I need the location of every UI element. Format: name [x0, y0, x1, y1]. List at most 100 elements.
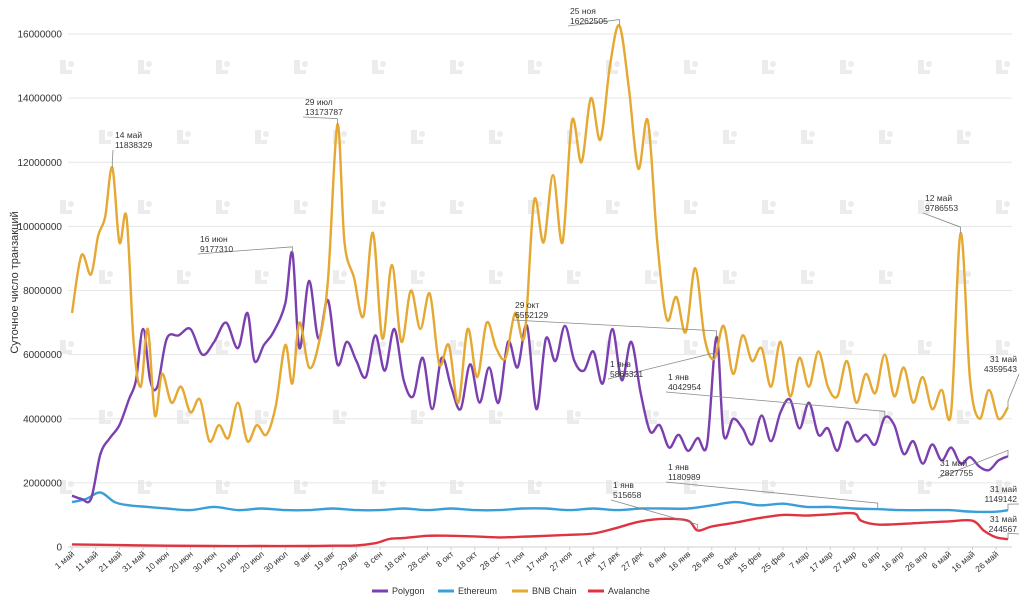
x-tick-label: 28 окт	[478, 549, 503, 572]
annotation-date: 31 май	[990, 484, 1017, 494]
x-tick-label: 8 окт	[434, 549, 455, 569]
annotation-date: 1 янв	[668, 462, 689, 472]
annotation-date: 25 ноя	[570, 6, 596, 16]
watermark-icon	[216, 60, 230, 74]
watermark-icon	[762, 200, 776, 214]
x-tick-label: 31 май	[120, 549, 147, 574]
y-tick-label: 8000000	[23, 286, 62, 297]
watermark-icon	[606, 200, 620, 214]
watermark-icon	[528, 480, 542, 494]
watermark-icon	[918, 480, 932, 494]
watermark-icon	[294, 200, 308, 214]
watermark-icon	[333, 410, 347, 424]
x-tick-label: 26 апр	[903, 549, 929, 573]
watermark-icon	[801, 130, 815, 144]
watermark-icon	[567, 270, 581, 284]
watermark-icon	[450, 60, 464, 74]
watermark-icon	[840, 340, 854, 354]
watermark-icon	[411, 410, 425, 424]
watermark-icon	[918, 340, 932, 354]
watermark-icon	[762, 60, 776, 74]
annotation-value: 4359543	[984, 364, 1017, 374]
watermark-icon	[684, 480, 698, 494]
legend-label: Avalanche	[608, 586, 650, 596]
watermark-icon	[840, 60, 854, 74]
x-tick-label: 27 мар	[831, 549, 858, 574]
watermark-icon	[957, 130, 971, 144]
series-line-ethereum	[71, 491, 1009, 514]
y-axis-label: Суточное число транзакций	[9, 211, 21, 353]
watermark-icon	[489, 410, 503, 424]
watermark-icon	[138, 60, 152, 74]
watermark-icon	[216, 480, 230, 494]
x-tick-label: 10 июл	[214, 549, 242, 574]
annotation-date: 31 май	[940, 458, 967, 468]
watermark-icon	[723, 410, 737, 424]
annotation-leader	[302, 116, 338, 125]
legend: Polygon Ethereum BNB Chain Avalanche	[372, 586, 650, 596]
annotation-leader	[512, 319, 717, 337]
grid-lines	[68, 33, 1012, 548]
y-tick-label: 14000000	[18, 94, 63, 105]
x-tick-label: 7 дек	[575, 549, 597, 570]
watermark-icon	[645, 130, 659, 144]
watermark-icon	[216, 200, 230, 214]
annotation-value: 244567	[989, 524, 1018, 534]
annotation-date: 1 янв	[613, 480, 634, 490]
watermark-icon	[450, 340, 464, 354]
watermark-icon	[99, 410, 113, 424]
annotation-date: 14 май	[115, 130, 142, 140]
watermark-icon	[918, 60, 932, 74]
watermark-icon	[957, 410, 971, 424]
watermark-icon	[840, 480, 854, 494]
x-tick-label: 25 фев	[759, 549, 787, 575]
watermark-icon	[411, 130, 425, 144]
watermark-icon	[60, 60, 74, 74]
annotation-value: 9177310	[200, 244, 233, 254]
annotation-value: 2827755	[940, 468, 973, 478]
legend-item: Avalanche	[588, 586, 650, 596]
y-tick-label: 2000000	[23, 478, 62, 489]
watermark-icon	[60, 340, 74, 354]
annotation-date: 29 окт	[515, 300, 539, 310]
annotation-leader	[567, 19, 620, 27]
legend-item: Polygon	[372, 586, 425, 596]
annotation-date: 1 янв	[668, 372, 689, 382]
annotation-leader	[665, 391, 886, 418]
annotation-leader	[197, 246, 293, 255]
watermark-icon	[879, 270, 893, 284]
y-tick-label: 6000000	[23, 350, 62, 361]
annotation-leader	[111, 149, 114, 168]
watermark-icon	[996, 200, 1010, 214]
annotation-date: 31 май	[990, 514, 1017, 524]
watermark-icon	[996, 340, 1010, 354]
annotation-leader	[607, 352, 715, 380]
watermark-icon	[255, 130, 269, 144]
watermark-icon	[723, 270, 737, 284]
annotation-date: 31 май	[990, 354, 1017, 364]
watermark-icon	[450, 200, 464, 214]
x-tick-label: 27 дек	[619, 549, 645, 573]
x-tick-label: 16 янв	[666, 549, 692, 573]
watermark-icon	[645, 270, 659, 284]
legend-item: Ethereum	[438, 586, 497, 596]
legend-label: Polygon	[392, 586, 425, 596]
x-tick-label: 10 июн	[143, 549, 171, 575]
x-tick-label: 26 янв	[690, 549, 716, 573]
y-axis-ticks: 0 2000000 4000000 6000000 8000000 10000000 120…	[18, 30, 63, 554]
series-lines	[70, 24, 1010, 548]
annotation-leader	[1007, 532, 1020, 540]
y-tick-label: 12000000	[18, 158, 63, 169]
watermark-layer	[60, 60, 1010, 494]
x-tick-label: 16 апр	[879, 549, 905, 573]
watermark-icon	[684, 340, 698, 354]
annotation-date: 12 май	[925, 193, 952, 203]
